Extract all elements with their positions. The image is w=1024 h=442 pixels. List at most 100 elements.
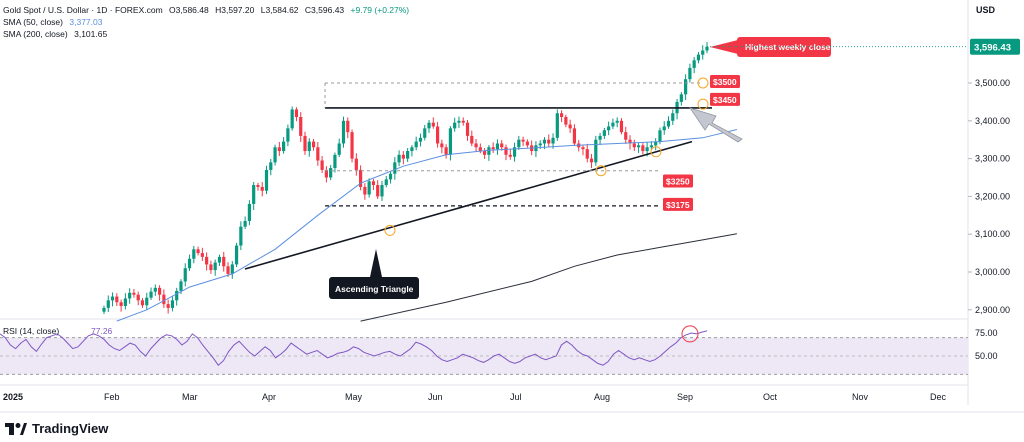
candle-body xyxy=(538,143,542,146)
candle-body xyxy=(517,139,521,148)
candle-body xyxy=(170,300,175,308)
price-tick-label: 2,900.00 xyxy=(975,305,1010,315)
candle-body xyxy=(602,130,606,136)
candle-body xyxy=(384,179,388,186)
time-tick-label: Nov xyxy=(852,392,869,402)
candle-body xyxy=(329,168,333,178)
price-tick-label: 3,300.00 xyxy=(975,154,1010,164)
candle-body xyxy=(217,256,222,263)
brand-name: TradingView xyxy=(32,421,109,436)
time-tick-label: Aug xyxy=(594,392,610,402)
candle-body xyxy=(346,120,350,133)
time-tick-label: Apr xyxy=(262,392,276,402)
touch-circle-3250 xyxy=(595,165,607,177)
rsi-tick-label: 75.00 xyxy=(975,328,998,338)
candle-body xyxy=(431,122,435,127)
candle-body xyxy=(632,143,636,148)
candle-body xyxy=(585,149,589,159)
candle-body xyxy=(286,128,290,142)
candle-body xyxy=(594,139,598,163)
candle-body xyxy=(435,126,440,144)
candle-body xyxy=(205,256,209,265)
candle-body xyxy=(252,185,256,204)
candle-body xyxy=(354,158,358,170)
level-3175-tag: $3175 xyxy=(666,200,690,210)
high-value: H3,597.20 xyxy=(215,5,255,15)
candle-body xyxy=(299,117,303,136)
candle-body xyxy=(555,113,559,138)
currency-label[interactable]: USD xyxy=(976,5,996,15)
touch-circle-support xyxy=(384,224,396,236)
candle-body xyxy=(213,262,217,271)
close-value: C3,596.43 xyxy=(304,5,345,15)
candle-body xyxy=(508,154,512,157)
time-tick-label: May xyxy=(345,392,363,402)
low-value: L3,584.62 xyxy=(260,5,299,15)
sma50-legend[interactable]: SMA (50, close) 3,377.03 xyxy=(3,16,102,28)
candle-body xyxy=(487,147,491,155)
candle-body xyxy=(598,135,602,140)
breakout-arrow xyxy=(689,107,743,143)
candle-body xyxy=(153,287,157,292)
candle-body xyxy=(679,94,683,102)
candle-body xyxy=(226,266,230,274)
time-tick-label: 2025 xyxy=(3,392,23,402)
candle-body xyxy=(222,256,226,267)
level-3175-tag-bg xyxy=(663,197,693,211)
candle-body xyxy=(483,151,487,155)
candle-body xyxy=(406,151,410,159)
rsi-overbought-circle xyxy=(681,325,699,343)
sma50-value: 3,377.03 xyxy=(69,17,103,27)
candle-body xyxy=(427,122,431,129)
candle-body xyxy=(547,139,551,144)
change-value: +9.79 (+0.27%) xyxy=(350,5,410,15)
candle-body xyxy=(260,186,264,191)
level-3250-tag: $3250 xyxy=(666,177,690,187)
triangle-callout-label: Ascending Triangle xyxy=(335,284,414,294)
time-tick-label: Jul xyxy=(510,392,522,402)
candle-body xyxy=(684,79,688,95)
candle-body xyxy=(654,141,658,146)
candle-body xyxy=(371,181,376,186)
candle-body xyxy=(551,137,555,144)
candle-body xyxy=(192,249,196,259)
time-tick-label: Dec xyxy=(930,392,947,402)
candle-body xyxy=(542,139,547,144)
rsi-legend-value: 77.26 xyxy=(91,326,113,336)
highest-close-label: Highest weekly close xyxy=(745,42,831,52)
candle-body xyxy=(337,143,341,155)
rsi-legend-label: RSI (14, close) xyxy=(3,326,59,336)
candle-body xyxy=(559,113,564,118)
candle-body xyxy=(453,122,457,129)
candle-body xyxy=(110,296,115,301)
candle-body xyxy=(380,185,384,197)
candle-body xyxy=(478,147,482,152)
level-3450-tag-bg xyxy=(710,92,740,106)
candle-body xyxy=(388,173,393,180)
candle-body xyxy=(423,128,427,138)
candle-body xyxy=(581,147,585,150)
candle-body xyxy=(512,147,517,157)
candle-body xyxy=(363,186,367,195)
candle-body xyxy=(521,139,525,142)
candle-body xyxy=(311,141,316,148)
candle-body xyxy=(247,203,252,221)
sma200-value: 3,101.65 xyxy=(74,29,108,39)
candle-body xyxy=(414,141,418,148)
candle-body xyxy=(145,297,149,306)
sma200-legend[interactable]: SMA (200, close) 3,101.65 xyxy=(3,28,107,40)
candle-body xyxy=(474,143,478,148)
candle-body xyxy=(303,135,307,152)
candle-body xyxy=(367,181,371,195)
last-price-tag-bg[interactable] xyxy=(970,38,1020,55)
price-tick-label: 3,400.00 xyxy=(975,116,1010,126)
tradingview-logo-icon xyxy=(5,422,27,435)
candle-body xyxy=(564,117,568,125)
tradingview-logo[interactable]: TradingView xyxy=(5,421,108,436)
candle-body xyxy=(358,169,363,187)
candle-body xyxy=(701,50,705,55)
candle-body xyxy=(269,162,273,170)
candle-body xyxy=(376,185,380,197)
candle-body xyxy=(589,158,594,163)
